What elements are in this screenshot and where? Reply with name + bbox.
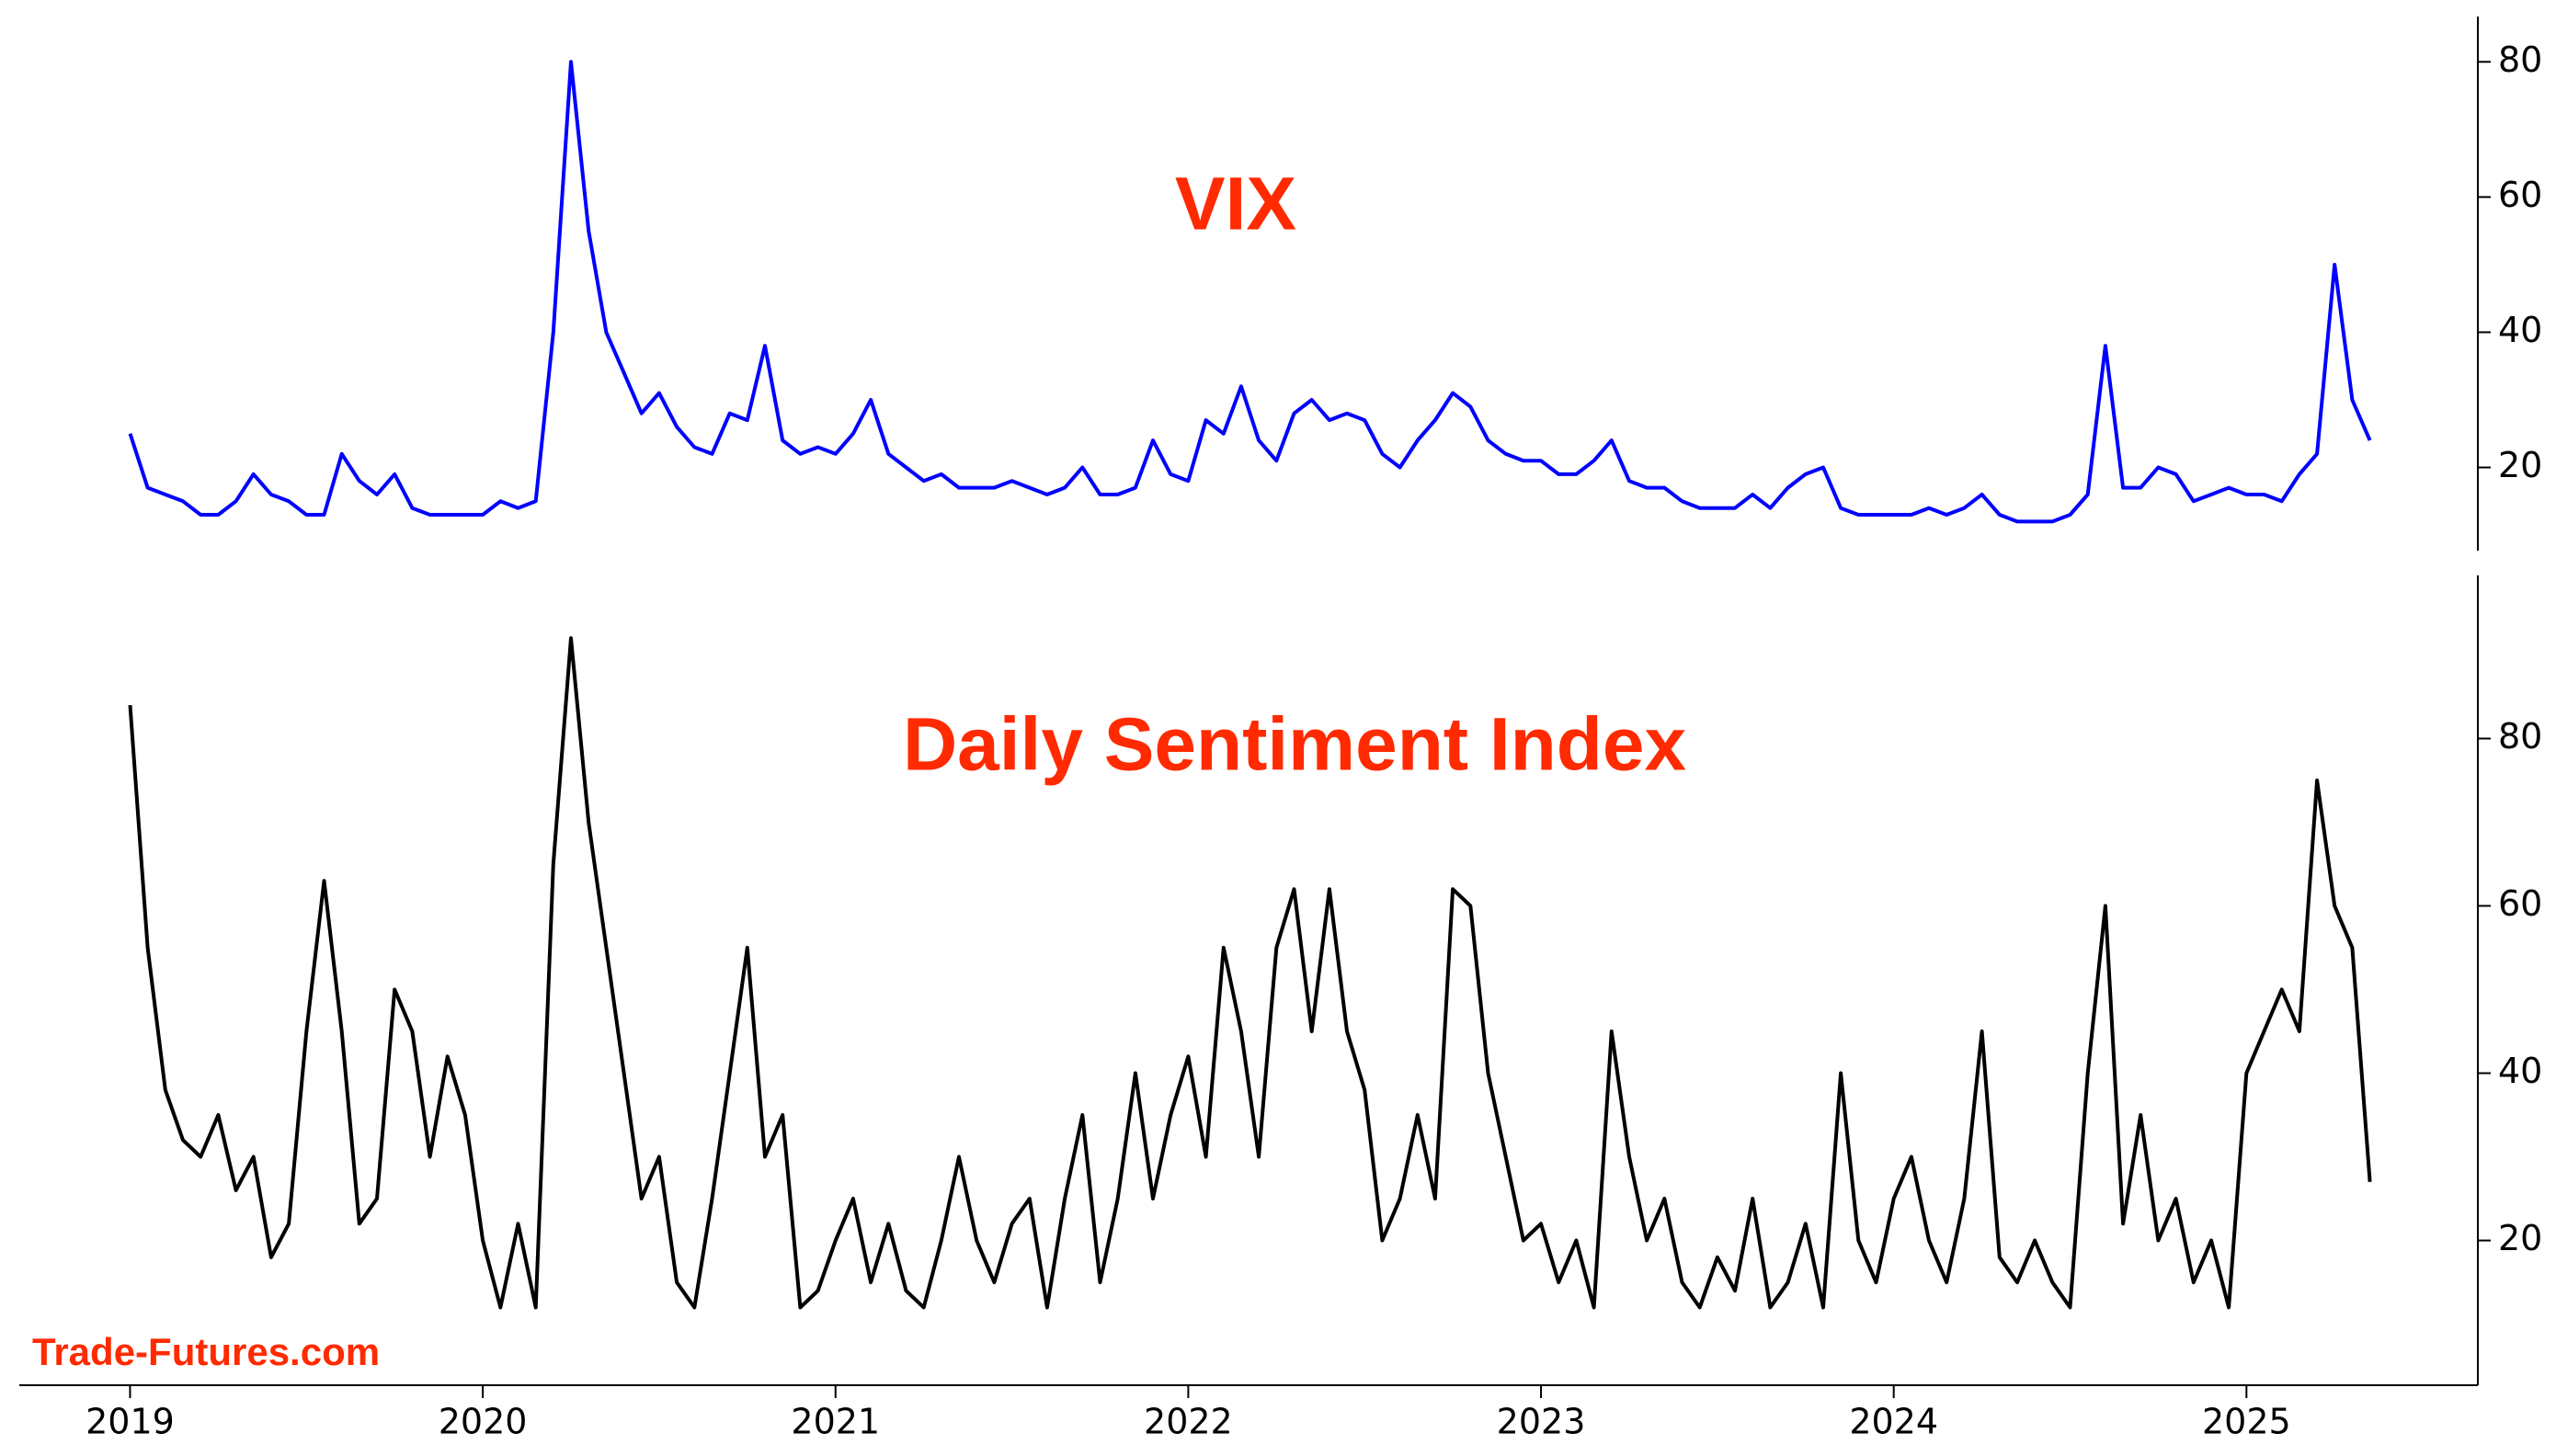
- panel-title: Daily Sentiment Index: [903, 703, 1686, 787]
- y-tick-label: 80: [2498, 716, 2542, 756]
- y-tick-label: 40: [2498, 1051, 2542, 1091]
- watermark: Trade-Futures.com: [32, 1330, 380, 1373]
- y-tick-label: 20: [2498, 445, 2542, 485]
- series-line: [128, 60, 2372, 524]
- y-tick-label: 60: [2498, 175, 2542, 215]
- x-tick-label: 2022: [1144, 1402, 1233, 1442]
- panel-title: VIX: [1175, 163, 1296, 246]
- x-tick-label: 2024: [1849, 1402, 1938, 1442]
- x-tick-label: 2025: [2202, 1402, 2291, 1442]
- y-tick-label: 40: [2498, 310, 2542, 350]
- y-tick-label: 60: [2498, 883, 2542, 924]
- x-tick-label: 2020: [439, 1402, 528, 1442]
- y-tick-label: 20: [2498, 1218, 2542, 1258]
- x-tick-label: 2021: [791, 1402, 880, 1442]
- x-tick-label: 2023: [1497, 1402, 1586, 1442]
- y-tick-label: 80: [2498, 40, 2542, 80]
- x-tick-label: 2019: [86, 1402, 175, 1442]
- series-line: [128, 636, 2372, 1310]
